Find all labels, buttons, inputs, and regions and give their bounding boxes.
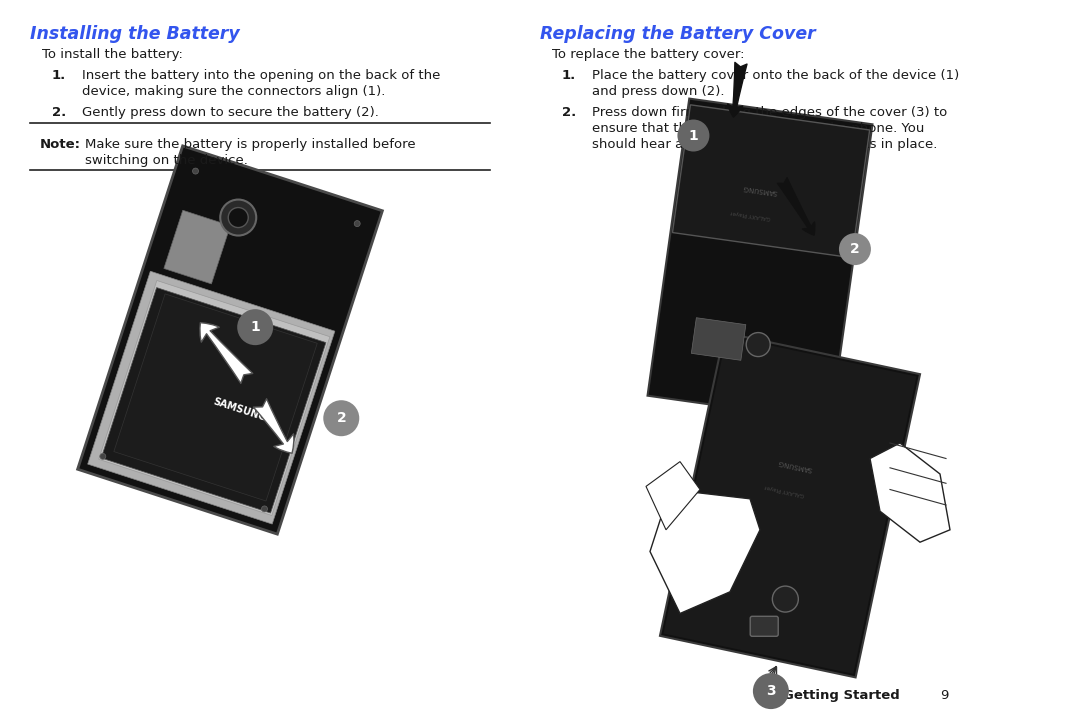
Text: Make sure the battery is properly installed before: Make sure the battery is properly instal…	[85, 138, 416, 151]
Polygon shape	[663, 336, 917, 674]
Circle shape	[677, 120, 710, 151]
Text: 1: 1	[689, 129, 699, 143]
Circle shape	[354, 220, 361, 227]
Polygon shape	[870, 443, 950, 542]
Circle shape	[220, 199, 256, 235]
Polygon shape	[102, 287, 326, 513]
FancyBboxPatch shape	[751, 616, 779, 636]
Circle shape	[192, 168, 199, 174]
Text: 1: 1	[251, 320, 260, 334]
Text: Installing the Battery: Installing the Battery	[30, 25, 240, 43]
Polygon shape	[648, 99, 873, 421]
Text: switching on the device.: switching on the device.	[85, 154, 248, 167]
Text: 2: 2	[336, 411, 347, 426]
Text: Replacing the Battery Cover: Replacing the Battery Cover	[540, 25, 815, 43]
Circle shape	[228, 207, 248, 228]
Text: 1.: 1.	[562, 69, 577, 82]
Text: Place the battery cover onto the back of the device (1): Place the battery cover onto the back of…	[592, 69, 959, 82]
Text: 2.: 2.	[52, 106, 66, 119]
Polygon shape	[87, 271, 335, 524]
Text: should hear a light click as the cover locks in place.: should hear a light click as the cover l…	[592, 138, 937, 151]
Polygon shape	[646, 462, 700, 530]
Text: Getting Started: Getting Started	[783, 689, 900, 702]
Text: 9: 9	[940, 689, 948, 702]
Polygon shape	[78, 146, 382, 534]
Circle shape	[839, 233, 870, 265]
Polygon shape	[113, 294, 318, 501]
Polygon shape	[673, 105, 869, 258]
Circle shape	[99, 454, 106, 459]
Text: 2.: 2.	[562, 106, 577, 119]
Text: 3: 3	[766, 684, 775, 698]
Polygon shape	[691, 318, 746, 360]
Text: Insert the battery into the opening on the back of the: Insert the battery into the opening on t…	[82, 69, 441, 82]
Text: 2: 2	[850, 242, 860, 256]
Circle shape	[746, 333, 770, 356]
Text: To replace the battery cover:: To replace the battery cover:	[552, 48, 744, 61]
Polygon shape	[660, 333, 920, 678]
Circle shape	[323, 400, 360, 436]
Text: Note:: Note:	[40, 138, 81, 151]
Circle shape	[772, 586, 798, 612]
Text: device, making sure the connectors align (1).: device, making sure the connectors align…	[82, 85, 386, 98]
Circle shape	[238, 309, 273, 345]
Text: and press down (2).: and press down (2).	[592, 85, 725, 98]
Circle shape	[753, 673, 788, 709]
Polygon shape	[164, 210, 230, 284]
Text: SAMSUNG: SAMSUNG	[212, 397, 268, 423]
Text: ensure that the cover is flush with the phone. You: ensure that the cover is flush with the …	[592, 122, 924, 135]
Text: GALAXY Player: GALAXY Player	[765, 483, 806, 497]
Text: SAMSUNG: SAMSUNG	[742, 184, 778, 195]
Circle shape	[261, 506, 268, 512]
Text: SAMSUNG: SAMSUNG	[778, 459, 813, 472]
Polygon shape	[98, 281, 329, 516]
Text: To install the battery:: To install the battery:	[42, 48, 183, 61]
Text: GALAXY Player: GALAXY Player	[729, 210, 770, 220]
Polygon shape	[650, 490, 760, 613]
Text: Gently press down to secure the battery (2).: Gently press down to secure the battery …	[82, 106, 379, 119]
Text: 1.: 1.	[52, 69, 66, 82]
Text: Press down firmly along the edges of the cover (3) to: Press down firmly along the edges of the…	[592, 106, 947, 119]
